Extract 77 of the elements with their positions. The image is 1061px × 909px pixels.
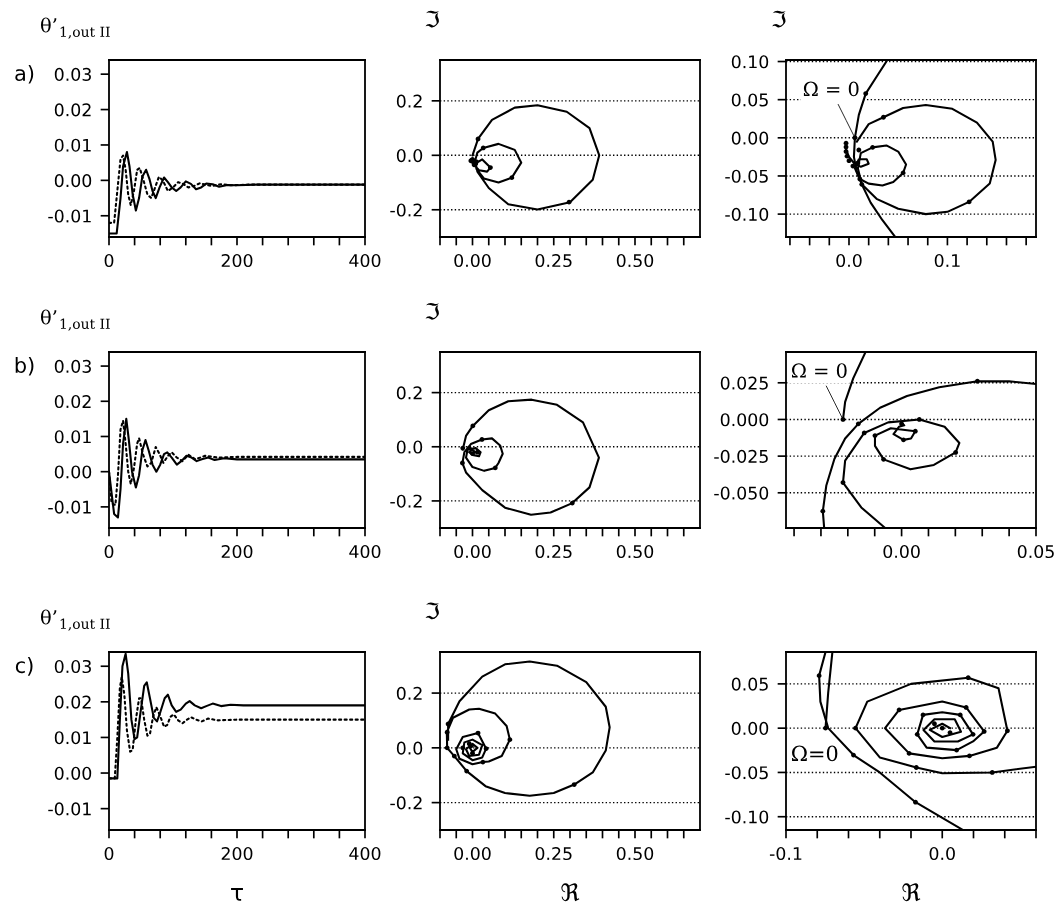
y-tick-label: 0.10 xyxy=(731,55,769,69)
y-tick-label: 0.02 xyxy=(54,695,91,709)
y-tick-label: 0.00 xyxy=(54,174,92,188)
y-tick-label: -0.025 xyxy=(714,449,768,463)
y-tick-label: 0.000 xyxy=(720,413,769,427)
y-tick-label: -0.2 xyxy=(390,796,422,810)
y-tick-label: 0.00 xyxy=(731,721,769,735)
x-tick-label: 0.00 xyxy=(883,544,920,559)
y-tick-label: 0.01 xyxy=(54,138,91,152)
x-tick-label: 0.50 xyxy=(616,544,654,559)
x-tick-label: 0.05 xyxy=(1017,544,1054,559)
y-tick-label: 0.01 xyxy=(54,731,91,745)
y-tick-label: 0.02 xyxy=(54,103,91,117)
x-tick-label: 0.50 xyxy=(616,846,654,861)
y-tick-label: 0.0 xyxy=(396,741,423,755)
y-tick-label: 0.03 xyxy=(54,359,91,373)
x-tick-label: 400 xyxy=(349,544,381,559)
y-tick-label: 0.025 xyxy=(720,376,768,390)
x-axis-title: ℜ xyxy=(902,883,921,902)
x-tick-label: 0.0 xyxy=(929,846,955,861)
x-tick-label: 0.1 xyxy=(934,253,960,268)
y-tick-label: 0.00 xyxy=(731,131,769,145)
x-tick-label: 200 xyxy=(221,253,253,268)
y-axis-title: ℑ xyxy=(772,10,786,28)
annotation: Ω = 0 xyxy=(803,81,859,97)
x-tick-label: 0 xyxy=(104,253,114,268)
y-tick-label: -0.01 xyxy=(48,500,91,514)
y-tick-label: 0.01 xyxy=(54,430,91,444)
y-tick-label: -0.01 xyxy=(48,209,91,223)
y-tick-label: 0.0 xyxy=(396,440,423,454)
x-tick-label: 0.0 xyxy=(836,253,862,268)
y-tick-label: -0.10 xyxy=(725,810,769,824)
y-axis-title: ℑ xyxy=(425,602,440,620)
x-tick-label: 0.00 xyxy=(454,544,491,559)
x-tick-label: 0.50 xyxy=(616,253,654,268)
y-tick-label: 0.2 xyxy=(396,686,422,700)
y-tick-label: -0.05 xyxy=(725,766,768,780)
y-axis-title: ℑ xyxy=(425,10,440,28)
x-tick-label: 0.25 xyxy=(535,544,572,559)
y-tick-label: 0.00 xyxy=(54,766,92,780)
x-tick-label: 200 xyxy=(221,544,253,559)
x-tick-label: 0.00 xyxy=(454,846,491,861)
y-tick-label: -0.05 xyxy=(725,169,768,183)
y-tick-label: 0.02 xyxy=(54,394,91,409)
annotation: Ω=0 xyxy=(792,745,838,762)
y-tick-label: -0.2 xyxy=(390,494,422,508)
x-tick-label: 400 xyxy=(349,253,381,268)
x-tick-label: 0.25 xyxy=(535,253,572,268)
y-axis-title: θ’1,out II xyxy=(40,309,110,331)
text: a) xyxy=(15,64,34,84)
y-axis-title: θ’1,out II xyxy=(40,17,110,39)
y-tick-label: -0.050 xyxy=(714,486,769,500)
y-tick-label: 0.2 xyxy=(396,386,422,400)
x-tick-label: -0.1 xyxy=(769,846,802,861)
annotation: Ω = 0 xyxy=(791,363,847,378)
x-tick-label: 0.25 xyxy=(535,846,572,861)
x-tick-label: 200 xyxy=(221,846,253,861)
x-tick-label: 0 xyxy=(104,846,114,861)
x-tick-label: 0 xyxy=(104,544,114,559)
y-tick-label: -0.2 xyxy=(390,203,422,217)
y-tick-label: 0.00 xyxy=(54,465,92,479)
y-tick-label: 0.2 xyxy=(396,94,422,108)
x-axis-title: ℜ xyxy=(561,883,580,902)
x-tick-label: 400 xyxy=(349,846,381,861)
y-tick-label: 0.03 xyxy=(54,67,91,81)
y-tick-label: -0.10 xyxy=(725,207,769,221)
y-tick-label: 0.0 xyxy=(396,149,423,163)
y-tick-label: 0.05 xyxy=(731,677,768,691)
text: c) xyxy=(15,657,33,676)
x-tick-label: 0.00 xyxy=(454,253,491,268)
x-axis-title: τ xyxy=(231,887,243,901)
y-tick-label: -0.01 xyxy=(48,802,91,816)
y-axis-title: θ’1,out II xyxy=(40,609,110,631)
y-tick-label: 0.03 xyxy=(54,659,91,674)
y-axis-title: ℑ xyxy=(425,302,440,320)
text: b) xyxy=(15,356,34,376)
y-tick-label: 0.05 xyxy=(731,93,768,107)
